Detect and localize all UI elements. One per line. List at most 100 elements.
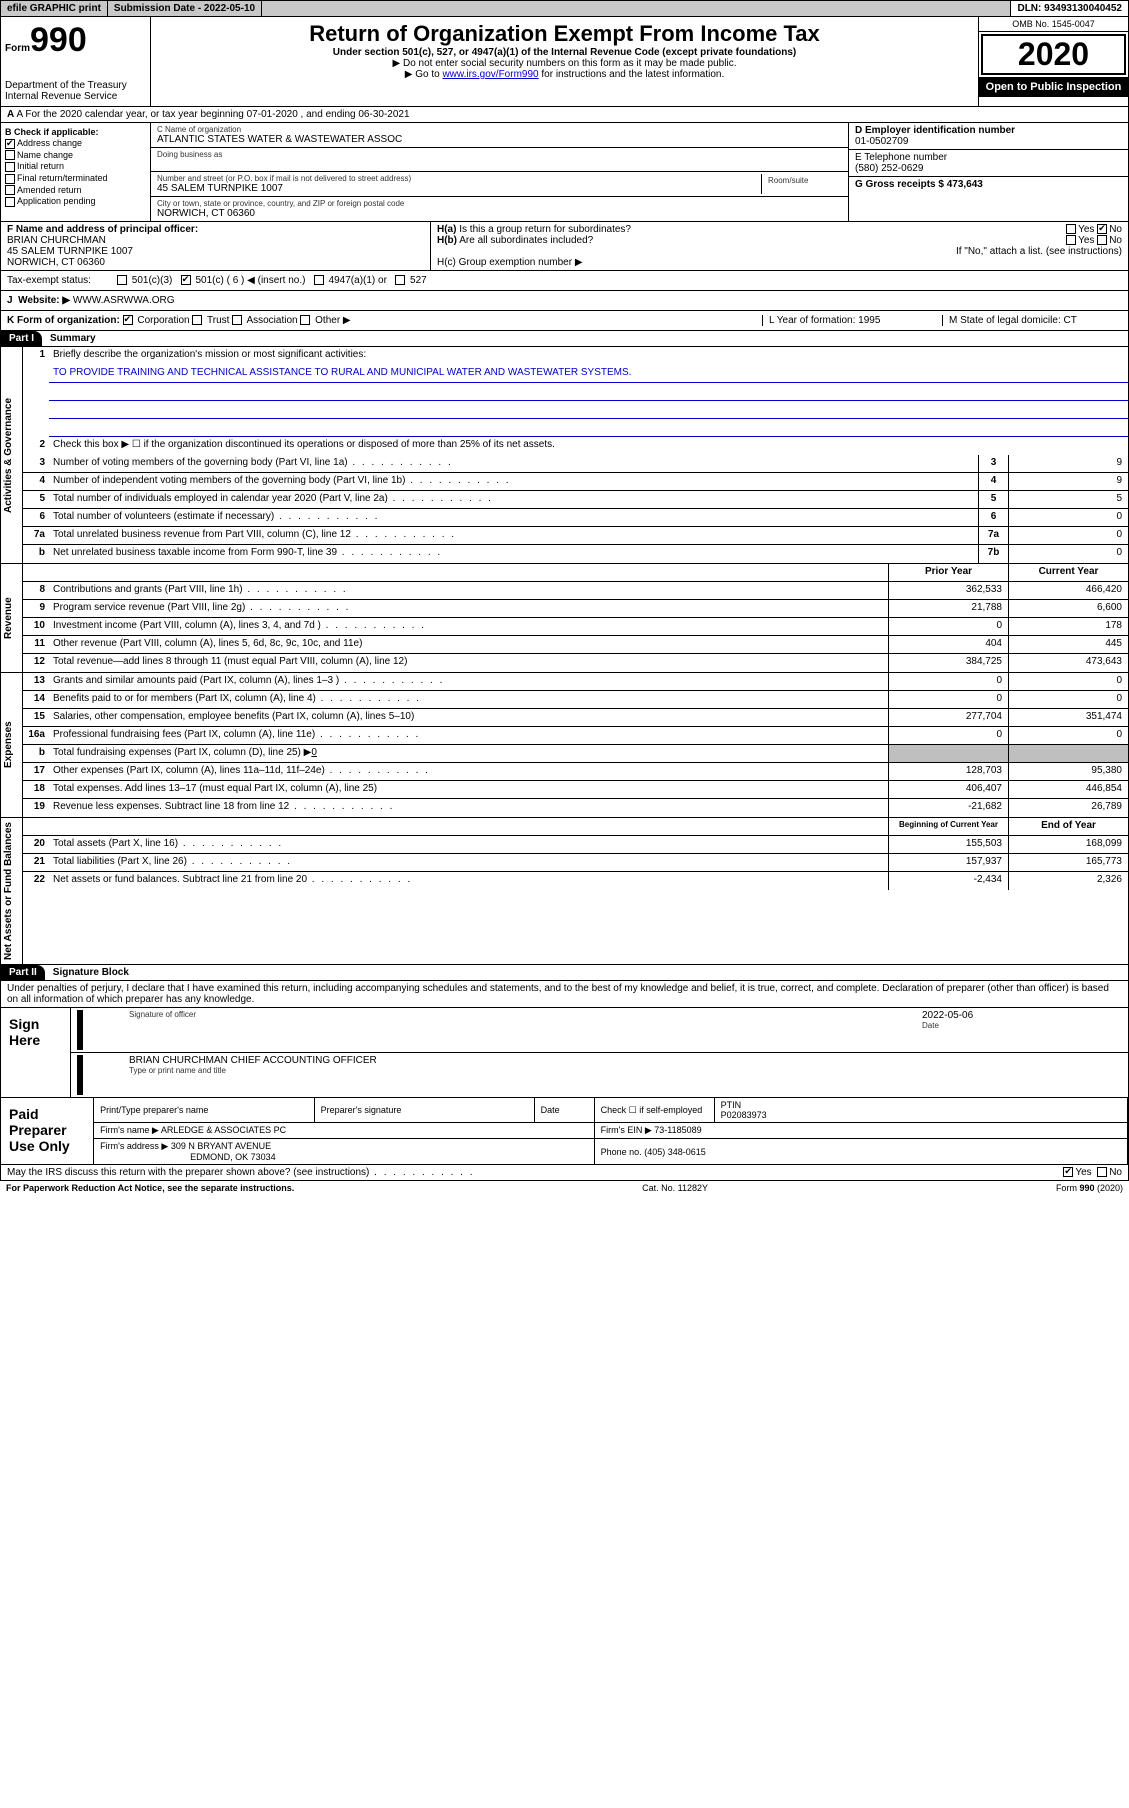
signature-icon — [77, 1010, 83, 1050]
addr-change-lbl: Address change — [17, 138, 82, 148]
p9: 21,788 — [888, 600, 1008, 617]
prep-sig-label: Preparer's signature — [314, 1098, 534, 1123]
checkbox-icon[interactable] — [1066, 224, 1076, 234]
val-4: 9 — [1008, 473, 1128, 490]
subtitle-2: ▶ Do not enter social security numbers o… — [155, 58, 974, 69]
f-label: F Name and address of principal officer: — [7, 224, 198, 235]
hb-no: No — [1109, 235, 1122, 246]
firm-addr2: EDMOND, OK 73034 — [190, 1152, 276, 1162]
te-527: 527 — [410, 275, 427, 286]
line16a: Professional fundraising fees (Part IX, … — [49, 727, 888, 744]
cb-app-pending[interactable]: Application pending — [5, 196, 146, 207]
val-5: 5 — [1008, 491, 1128, 508]
checkbox-icon[interactable] — [1097, 1167, 1107, 1177]
ptin-label: PTIN — [721, 1100, 742, 1110]
c20: 168,099 — [1008, 836, 1128, 853]
p20: 155,503 — [888, 836, 1008, 853]
p21: 157,937 — [888, 854, 1008, 871]
k-corp: Corporation — [137, 315, 189, 326]
firm-ein: 73-1185089 — [654, 1125, 701, 1135]
sign-here-label: Sign Here — [1, 1008, 71, 1097]
topbar: efile GRAPHIC print Submission Date - 20… — [0, 0, 1129, 17]
prep-self-label: Check ☐ if self-employed — [594, 1098, 714, 1123]
c22: 2,326 — [1008, 872, 1128, 890]
c19: 26,789 — [1008, 799, 1128, 817]
checkbox-icon — [5, 150, 15, 160]
cb-amended[interactable]: Amended return — [5, 185, 146, 196]
officer-addr2: NORWICH, CT 06360 — [7, 257, 105, 268]
summary-revenue: Revenue Prior YearCurrent Year 8Contribu… — [0, 564, 1129, 673]
checkbox-icon[interactable] — [1097, 235, 1107, 245]
summary-expenses: Expenses 13Grants and similar amounts pa… — [0, 673, 1129, 818]
line5: Total number of individuals employed in … — [49, 491, 978, 508]
cb-initial-return[interactable]: Initial return — [5, 161, 146, 172]
checkbox-icon[interactable] — [314, 275, 324, 285]
line21: Total liabilities (Part X, line 26) — [49, 854, 888, 871]
hdr-prior: Prior Year — [888, 564, 1008, 581]
part2-bar: Part II Signature Block — [0, 965, 1129, 981]
mission-blank3 — [49, 419, 1128, 437]
checkbox-icon[interactable] — [1063, 1167, 1073, 1177]
firm-name-label: Firm's name ▶ — [100, 1125, 159, 1135]
efile-label[interactable]: efile GRAPHIC print — [1, 1, 108, 16]
p12: 384,725 — [888, 654, 1008, 672]
checkbox-icon[interactable] — [1066, 235, 1076, 245]
line20: Total assets (Part X, line 16) — [49, 836, 888, 853]
line7a: Total unrelated business revenue from Pa… — [49, 527, 978, 544]
firm-ein-label: Firm's EIN ▶ — [601, 1125, 652, 1135]
k-other: Other ▶ — [315, 315, 350, 326]
cb-name-change[interactable]: Name change — [5, 150, 146, 161]
line6: Total number of volunteers (estimate if … — [49, 509, 978, 526]
phone-value: (405) 348-0615 — [644, 1147, 706, 1157]
c8: 466,420 — [1008, 582, 1128, 599]
line2: Check this box ▶ ☐ if the organization d… — [49, 437, 1128, 455]
addr-value: 45 SALEM TURNPIKE 1007 — [157, 183, 761, 194]
checkbox-icon[interactable] — [192, 315, 202, 325]
h-b: H(b) Are all subordinates included? Yes … — [437, 235, 1122, 246]
sub3-post: for instructions and the latest informat… — [539, 69, 725, 80]
p18: 406,407 — [888, 781, 1008, 798]
part2-header: Part II — [1, 965, 45, 980]
p17: 128,703 — [888, 763, 1008, 780]
checkbox-icon[interactable] — [232, 315, 242, 325]
k-trust: Trust — [207, 315, 229, 326]
gross-receipts: G Gross receipts $ 473,643 — [855, 179, 983, 190]
firm-addr1: 309 N BRYANT AVENUE — [171, 1141, 271, 1151]
c13: 0 — [1008, 673, 1128, 690]
val-7b: 0 — [1008, 545, 1128, 563]
checkbox-icon[interactable] — [117, 275, 127, 285]
year-formation: L Year of formation: 1995 — [762, 315, 942, 326]
val-6: 0 — [1008, 509, 1128, 526]
checkbox-icon[interactable] — [395, 275, 405, 285]
line18: Total expenses. Add lines 13–17 (must eq… — [49, 781, 888, 798]
row-k: K Form of organization: Corporation Trus… — [0, 311, 1129, 331]
c16b-grey — [1008, 745, 1128, 762]
checkbox-icon[interactable] — [1097, 224, 1107, 234]
part2-title: Signature Block — [45, 965, 137, 980]
row-j-website: J Website: ▶ WWW.ASRWWA.ORG — [0, 291, 1129, 311]
subtitle-3: ▶ Go to www.irs.gov/Form990 for instruct… — [155, 69, 974, 80]
line13: Grants and similar amounts paid (Part IX… — [49, 673, 888, 690]
row-f-h: F Name and address of principal officer:… — [0, 222, 1129, 271]
topbar-spacer — [262, 1, 1011, 16]
tax-year: 2020 — [981, 34, 1126, 75]
p16a: 0 — [888, 727, 1008, 744]
c9: 6,600 — [1008, 600, 1128, 617]
cb-final-return[interactable]: Final return/terminated — [5, 173, 146, 184]
checkbox-icon[interactable] — [181, 275, 191, 285]
l16b-val: 0 — [311, 747, 317, 758]
p8: 362,533 — [888, 582, 1008, 599]
checkbox-icon — [5, 139, 15, 149]
line19: Revenue less expenses. Subtract line 18 … — [49, 799, 888, 817]
discuss-no: No — [1109, 1167, 1122, 1178]
c11: 445 — [1008, 636, 1128, 653]
te-label: Tax-exempt status: — [7, 275, 117, 286]
checkbox-icon[interactable] — [123, 315, 133, 325]
cb-address-change[interactable]: Address change — [5, 138, 146, 149]
c21: 165,773 — [1008, 854, 1128, 871]
checkbox-icon[interactable] — [300, 315, 310, 325]
instructions-link[interactable]: www.irs.gov/Form990 — [442, 69, 538, 80]
line3: Number of voting members of the governin… — [49, 455, 978, 472]
k-assoc: Association — [246, 315, 297, 326]
c16a: 0 — [1008, 727, 1128, 744]
